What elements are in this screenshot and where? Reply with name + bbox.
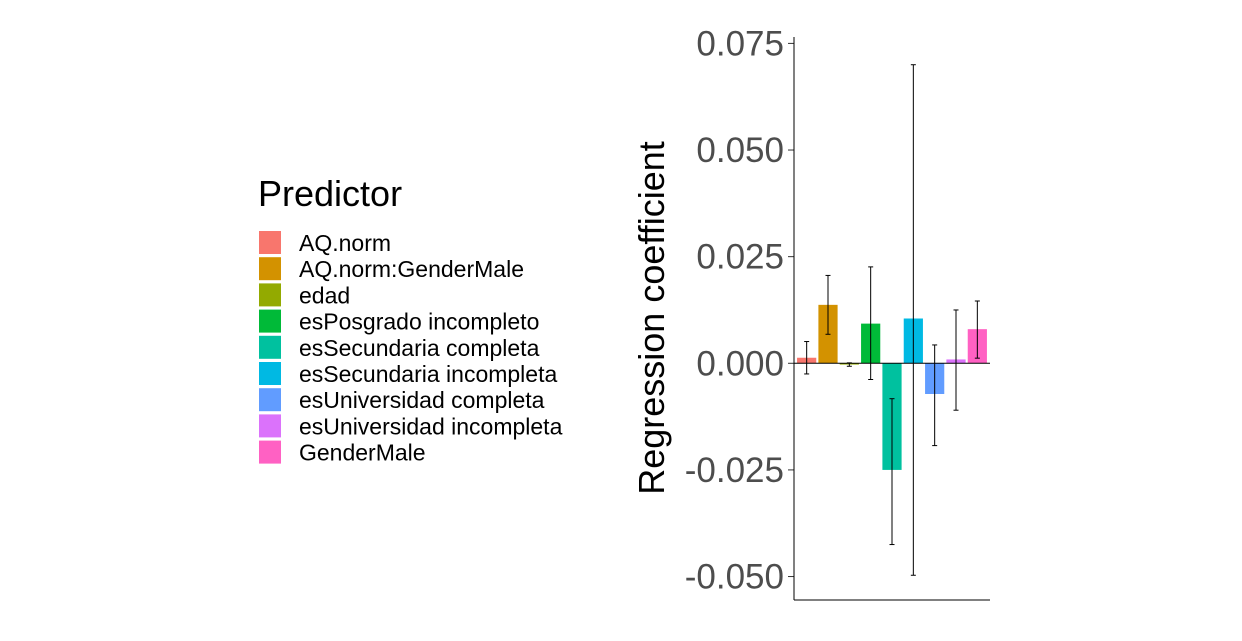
- y-tick-label: -0.025: [685, 451, 784, 490]
- legend-label: AQ.norm:GenderMale: [299, 256, 524, 282]
- legend-item: GenderMale: [259, 440, 426, 466]
- legend-label: GenderMale: [299, 440, 426, 466]
- legend-label: esPosgrado incompleto: [299, 309, 539, 335]
- y-tick-label: 0.075: [696, 24, 784, 63]
- y-tick-label: 0.050: [696, 131, 784, 170]
- legend-swatch: [259, 231, 281, 254]
- legend-swatch: [259, 257, 281, 281]
- legend-swatch: [259, 283, 281, 307]
- y-tick-label: 0.025: [696, 238, 784, 277]
- y-axis-title: Regression coefficient: [631, 141, 672, 495]
- error-bar: [825, 274, 831, 335]
- y-axis: 0.075 0.050 0.025 0.000 -0.025 -0.050: [685, 24, 794, 597]
- error-bar: [804, 341, 810, 375]
- error-bar: [846, 362, 852, 367]
- legend-label: esUniversidad incompleta: [299, 413, 563, 439]
- legend-item: esUniversidad incompleta: [259, 413, 563, 439]
- legend-item: esSecundaria incompleta: [259, 361, 557, 387]
- y-tick-label: -0.050: [685, 558, 784, 597]
- legend-label: esSecundaria incompleta: [299, 361, 557, 387]
- legend-item: AQ.norm:GenderMale: [259, 256, 524, 282]
- error-bar: [868, 266, 874, 380]
- legend-swatch: [259, 309, 281, 333]
- legend-swatch: [259, 335, 281, 359]
- legend-swatch: [259, 440, 281, 464]
- error-bar: [889, 398, 895, 546]
- y-tick-label: 0.000: [696, 344, 784, 383]
- error-bar: [974, 300, 980, 359]
- legend-item: AQ.norm: [259, 230, 391, 256]
- legend-item: esUniversidad completa: [259, 387, 545, 413]
- error-bars: [804, 64, 980, 576]
- legend-label: esSecundaria completa: [299, 335, 540, 361]
- legend-label: AQ.norm: [299, 230, 391, 256]
- legend-item: esPosgrado incompleto: [259, 309, 539, 335]
- legend-label: esUniversidad completa: [299, 387, 545, 413]
- legend-item: esSecundaria completa: [259, 335, 540, 361]
- legend-swatch: [259, 388, 281, 412]
- legend-swatch: [259, 362, 281, 385]
- error-bar: [953, 309, 959, 411]
- error-bar: [932, 344, 938, 447]
- legend-swatch: [259, 414, 281, 438]
- legend-label: edad: [299, 282, 350, 308]
- legend-item: edad: [259, 282, 350, 308]
- error-bar: [910, 64, 916, 576]
- legend-title: Predictor: [258, 173, 402, 214]
- legend: Predictor AQ.normAQ.norm:GenderMaleedade…: [258, 173, 563, 466]
